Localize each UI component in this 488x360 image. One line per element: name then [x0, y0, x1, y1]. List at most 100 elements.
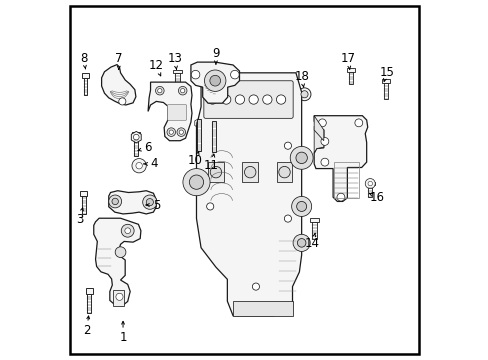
Bar — [309, 218, 318, 222]
Circle shape — [177, 128, 185, 136]
Circle shape — [206, 203, 213, 210]
Circle shape — [262, 95, 271, 104]
Polygon shape — [148, 82, 192, 141]
Bar — [82, 195, 85, 214]
Polygon shape — [102, 64, 136, 105]
Bar — [175, 73, 179, 84]
Circle shape — [248, 95, 258, 104]
Polygon shape — [313, 116, 367, 202]
Circle shape — [196, 121, 201, 126]
Polygon shape — [210, 120, 218, 130]
Circle shape — [130, 200, 135, 204]
Circle shape — [178, 86, 186, 95]
Polygon shape — [108, 191, 156, 214]
Text: 5: 5 — [153, 198, 161, 212]
Bar — [85, 288, 93, 294]
Bar — [233, 301, 292, 316]
Circle shape — [235, 95, 244, 104]
Circle shape — [252, 283, 259, 290]
Circle shape — [298, 88, 310, 101]
Circle shape — [278, 166, 290, 178]
FancyBboxPatch shape — [167, 105, 186, 120]
Bar — [381, 79, 389, 84]
Bar — [196, 119, 201, 151]
Circle shape — [179, 130, 183, 134]
Circle shape — [115, 247, 125, 257]
Text: 13: 13 — [167, 52, 182, 65]
Text: 15: 15 — [379, 66, 393, 79]
Bar — [312, 222, 316, 239]
Bar — [80, 190, 87, 195]
Bar — [365, 182, 374, 185]
Circle shape — [318, 119, 325, 127]
Bar — [383, 84, 387, 99]
Circle shape — [112, 198, 118, 204]
Circle shape — [291, 197, 311, 216]
Polygon shape — [196, 73, 301, 316]
Text: 14: 14 — [304, 237, 319, 250]
Circle shape — [230, 70, 239, 79]
Circle shape — [284, 215, 291, 222]
Circle shape — [169, 130, 173, 134]
Bar — [333, 162, 358, 198]
Circle shape — [367, 181, 372, 186]
Circle shape — [301, 91, 307, 97]
Text: 12: 12 — [148, 59, 163, 72]
Circle shape — [300, 91, 307, 98]
Circle shape — [146, 199, 153, 206]
Polygon shape — [190, 62, 239, 103]
Circle shape — [166, 128, 175, 136]
Circle shape — [133, 134, 139, 140]
Circle shape — [108, 195, 122, 208]
Circle shape — [221, 95, 230, 104]
Text: 8: 8 — [80, 52, 87, 65]
Bar — [207, 162, 224, 182]
Text: 10: 10 — [187, 154, 202, 167]
Polygon shape — [313, 116, 323, 141]
Circle shape — [124, 228, 130, 234]
Circle shape — [207, 95, 217, 104]
Circle shape — [320, 158, 328, 166]
Text: 16: 16 — [368, 191, 384, 204]
Circle shape — [116, 293, 123, 300]
Circle shape — [336, 193, 344, 201]
Circle shape — [121, 224, 134, 237]
Bar — [172, 70, 182, 73]
Circle shape — [183, 168, 210, 196]
Polygon shape — [94, 218, 141, 306]
Circle shape — [189, 175, 203, 189]
Circle shape — [297, 239, 305, 247]
Polygon shape — [131, 131, 141, 143]
Polygon shape — [194, 118, 203, 128]
Polygon shape — [128, 197, 137, 207]
Bar — [212, 121, 216, 152]
Text: 7: 7 — [115, 52, 122, 65]
Circle shape — [191, 70, 200, 79]
Text: 18: 18 — [294, 70, 308, 83]
Circle shape — [136, 162, 142, 169]
Circle shape — [292, 234, 309, 251]
Circle shape — [157, 89, 162, 93]
Circle shape — [209, 75, 220, 86]
Circle shape — [155, 86, 164, 95]
Circle shape — [180, 89, 184, 93]
Bar — [346, 68, 354, 72]
Circle shape — [320, 138, 328, 145]
Bar — [83, 78, 87, 95]
Bar — [82, 73, 89, 78]
Bar — [113, 290, 124, 306]
Polygon shape — [313, 126, 323, 153]
Circle shape — [244, 166, 255, 178]
Circle shape — [290, 147, 312, 169]
Bar — [87, 294, 91, 313]
Bar — [367, 185, 372, 197]
FancyBboxPatch shape — [203, 81, 292, 118]
Bar — [348, 72, 352, 85]
Bar — [134, 138, 138, 157]
Circle shape — [211, 123, 216, 127]
Circle shape — [276, 95, 285, 104]
Text: 3: 3 — [76, 213, 83, 226]
Circle shape — [136, 163, 142, 168]
Circle shape — [142, 195, 157, 209]
Circle shape — [295, 152, 307, 163]
